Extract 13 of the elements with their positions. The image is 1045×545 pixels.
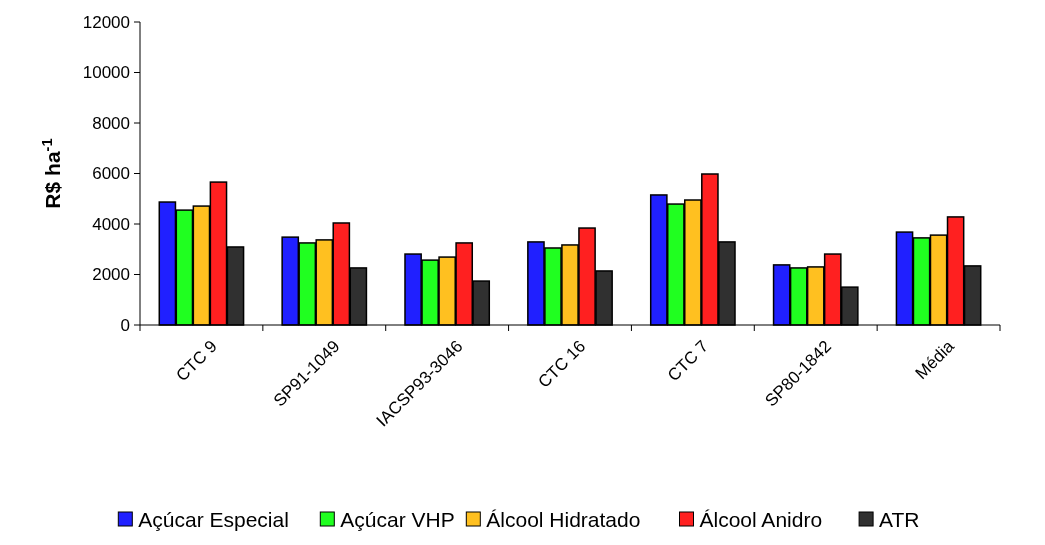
y-tick-label: 2000 bbox=[92, 265, 130, 285]
legend-label: Açúcar Especial bbox=[138, 508, 289, 532]
y-tick-label: 6000 bbox=[92, 164, 130, 184]
y-tick-label: 12000 bbox=[82, 12, 130, 32]
legend-label: Álcool Anidro bbox=[699, 508, 823, 532]
y-tick-label: 0 bbox=[120, 315, 130, 335]
legend-label: ATR bbox=[879, 508, 920, 532]
legend-label: Álcool Hidratado bbox=[486, 508, 641, 532]
x-tick-label: CTC 16 bbox=[534, 336, 590, 392]
y-tick-label: 10000 bbox=[82, 63, 130, 83]
y-tick-label: 8000 bbox=[92, 113, 130, 133]
legend-label: Açúcar VHP bbox=[340, 508, 455, 532]
y-tick-label: 4000 bbox=[92, 214, 130, 234]
